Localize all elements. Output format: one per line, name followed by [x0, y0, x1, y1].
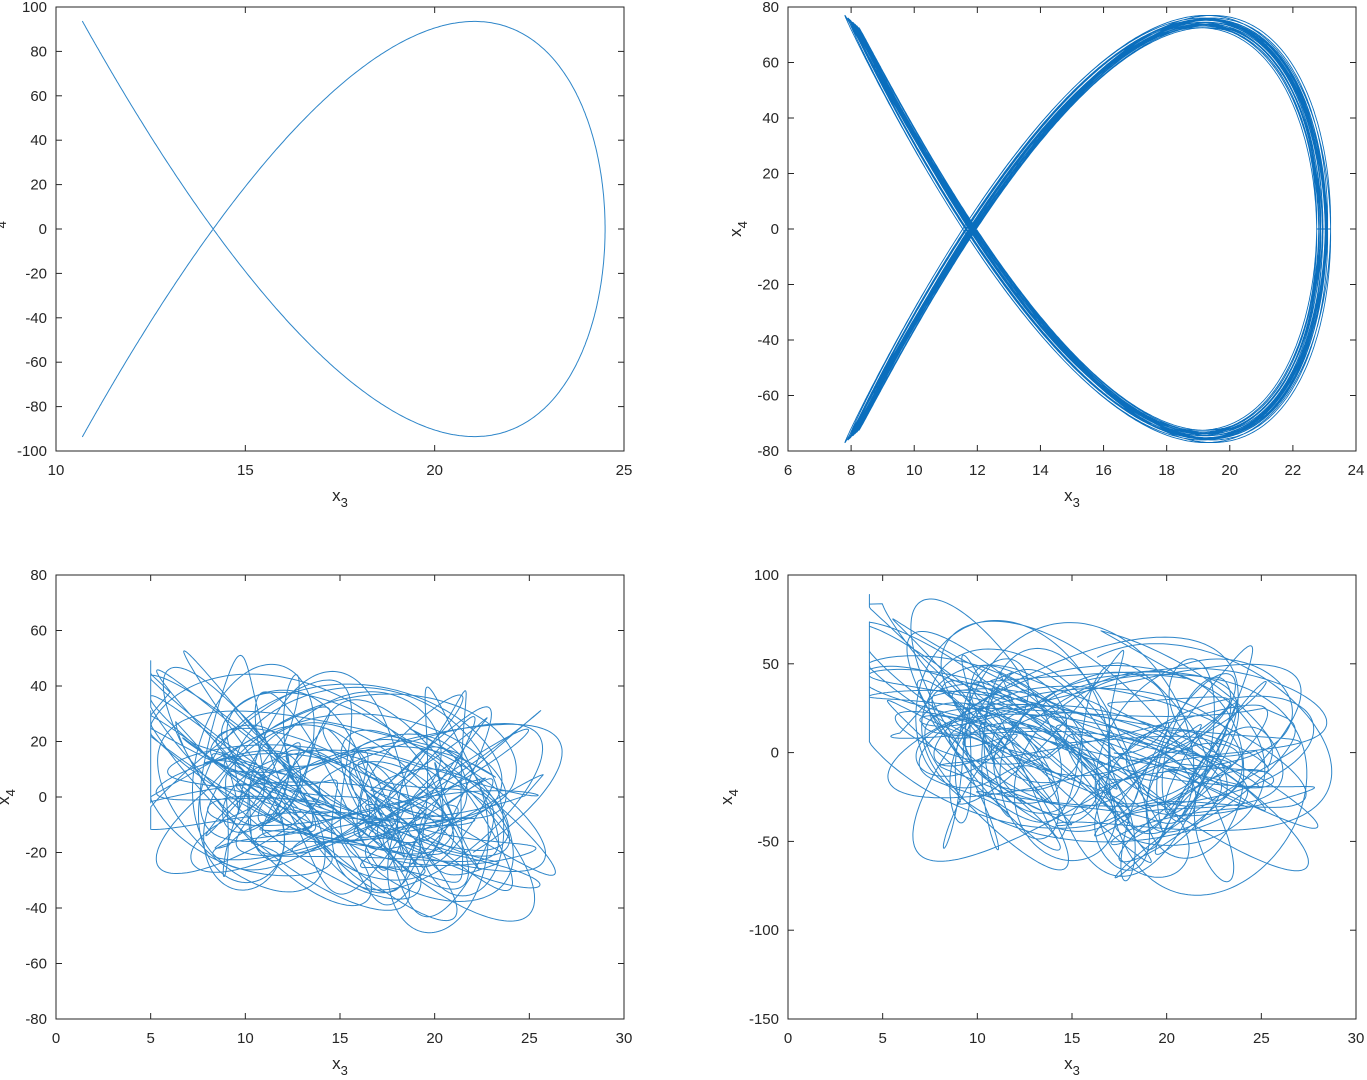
x-tick-label: 5 — [146, 1030, 154, 1047]
y-tick-label: 20 — [30, 734, 47, 751]
chart-top-right: 6 8 10 12 14 16 18 20 22 24 -80 -60 -40 -20 0 20 40 60 80 x… — [726, 0, 1364, 510]
y-tick-label: 20 — [30, 177, 47, 194]
y-tick-label: -80 — [25, 1011, 47, 1028]
x-tick-label: 8 — [847, 462, 855, 479]
y-axis-label: x4 — [0, 221, 9, 237]
x-tick-label: 18 — [1158, 462, 1175, 479]
y-tick-label: 0 — [771, 745, 779, 762]
x-tick-label: 10 — [906, 462, 923, 479]
y-tick-label: -20 — [25, 265, 47, 282]
y-tick-label: -100 — [749, 922, 779, 939]
y-tick-label: 80 — [30, 567, 47, 584]
y-tick-label: -40 — [757, 332, 779, 349]
y-tick-label: 80 — [762, 0, 779, 16]
y-tick-label: 0 — [39, 789, 47, 806]
y-tick-label: 60 — [30, 623, 47, 640]
x-axis-label: x3 — [1064, 1054, 1080, 1078]
y-tick-label: 50 — [762, 656, 779, 673]
x-tick-label: 22 — [1285, 462, 1302, 479]
x-tick-label: 6 — [784, 462, 792, 479]
x-tick-label: 20 — [1221, 462, 1238, 479]
y-tick-label: -40 — [25, 310, 47, 327]
y-tick-label: 60 — [30, 88, 47, 105]
y-tick-label: -150 — [749, 1011, 779, 1028]
x-tick-label: 12 — [969, 462, 986, 479]
axes-box — [55, 6, 625, 452]
series-line — [150, 650, 563, 934]
y-tick-label: -60 — [757, 388, 779, 405]
x-axis-label: x3 — [1064, 486, 1080, 510]
x-tick-label: 24 — [1348, 462, 1365, 479]
y-tick-label: 40 — [30, 132, 47, 149]
y-tick-label: 100 — [22, 0, 47, 16]
y-tick-label: 0 — [771, 221, 779, 238]
y-tick-label: -60 — [25, 956, 47, 973]
x-tick-label: 0 — [784, 1030, 792, 1047]
axes-box — [55, 574, 625, 1020]
y-tick-label: -40 — [25, 900, 47, 917]
y-tick-label: 100 — [754, 567, 779, 584]
chart-bottom-right: 0 5 10 15 20 25 30 -150 -100 -50 0 50 100 x3 x4 — [717, 567, 1364, 1078]
y-tick-label: 40 — [762, 110, 779, 127]
y-tick-label: -60 — [25, 354, 47, 371]
x-tick-label: 14 — [1032, 462, 1049, 479]
x-tick-label: 25 — [521, 1030, 538, 1047]
x-tick-label: 30 — [616, 1030, 633, 1047]
series-line — [844, 14, 1332, 444]
x-tick-label: 15 — [1064, 1030, 1081, 1047]
x-tick-label: 25 — [616, 462, 633, 479]
y-tick-label: 20 — [762, 166, 779, 183]
y-tick-label: -80 — [25, 399, 47, 416]
y-tick-label: 80 — [30, 43, 47, 60]
y-axis-label: x4 — [726, 221, 750, 237]
x-axis-label: x3 — [332, 486, 348, 510]
y-tick-label: -100 — [17, 443, 47, 460]
x-tick-label: 5 — [878, 1030, 886, 1047]
x-tick-label: 15 — [332, 1030, 349, 1047]
x-tick-label: 25 — [1253, 1030, 1270, 1047]
chart-bottom-left: 0 5 10 15 20 25 30 -80 -60 -40 -20 0 20 40 60 80 x3 x4 — [0, 567, 632, 1078]
x-tick-label: 10 — [48, 462, 65, 479]
series-line — [82, 20, 606, 438]
y-axis-label: x4 — [717, 789, 741, 805]
x-tick-label: 0 — [52, 1030, 60, 1047]
x-tick-label: 10 — [237, 1030, 254, 1047]
y-tick-label: -20 — [757, 277, 779, 294]
x-tick-label: 15 — [237, 462, 254, 479]
y-tick-label: -20 — [25, 845, 47, 862]
x-tick-label: 20 — [426, 1030, 443, 1047]
series-line — [868, 594, 1333, 896]
y-tick-label: 40 — [30, 678, 47, 695]
x-tick-label: 30 — [1348, 1030, 1365, 1047]
y-tick-label: -80 — [757, 443, 779, 460]
axes-box — [787, 574, 1357, 1020]
x-tick-label: 10 — [969, 1030, 986, 1047]
x-tick-label: 16 — [1095, 462, 1112, 479]
y-axis-label: x4 — [0, 789, 18, 805]
y-tick-label: -50 — [757, 833, 779, 850]
y-tick-label: 60 — [762, 55, 779, 72]
x-axis-label: x3 — [332, 1054, 348, 1078]
x-tick-label: 20 — [426, 462, 443, 479]
y-tick-label: 0 — [39, 221, 47, 238]
x-tick-label: 20 — [1158, 1030, 1175, 1047]
chart-top-left: 10 15 20 25 -100 -80 -60 -40 -20 0 20 40 60 80 100 x3 x4 — [0, 0, 632, 510]
